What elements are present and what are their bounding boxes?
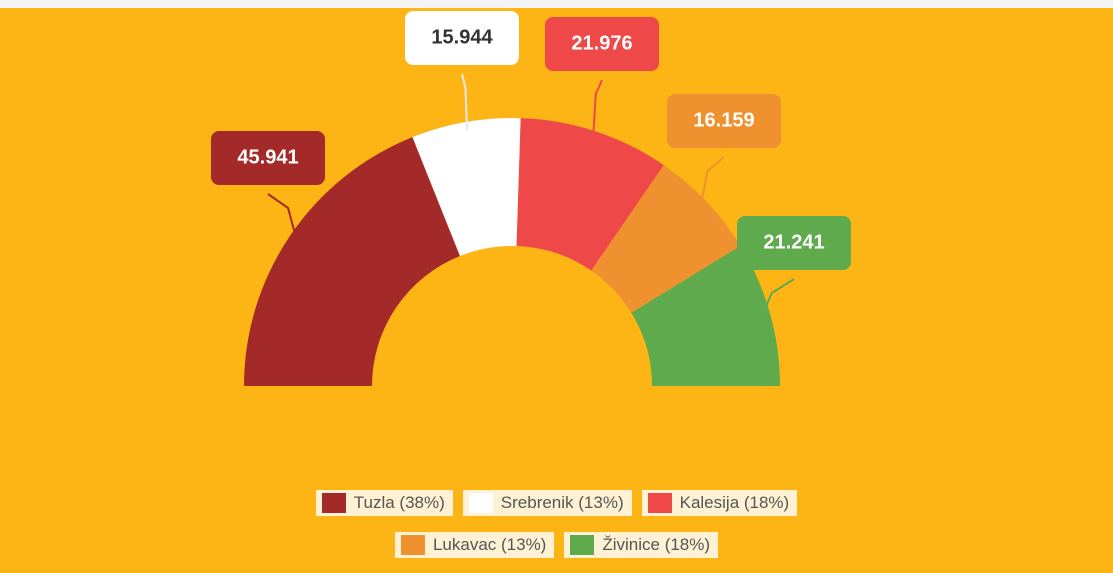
legend-label: Lukavac (13%): [432, 535, 547, 554]
label-box: [405, 11, 519, 65]
legend-item[interactable]: Živinice (18%): [564, 532, 719, 558]
data-label: 15.944: [431, 26, 493, 48]
legend-swatch: [570, 535, 595, 555]
slice: [631, 245, 780, 386]
slice: [591, 165, 741, 313]
legend-swatch: [468, 493, 493, 513]
legend-swatch: [647, 493, 672, 513]
connector: [461, 73, 468, 130]
data-label: 16.159: [693, 109, 754, 131]
legend-item[interactable]: Srebrenik (13%): [462, 490, 632, 516]
connector: [761, 278, 795, 316]
slice: [516, 118, 664, 271]
legend: Tuzla (38%) Srebrenik (13%) Kalesija (18%)…: [150, 490, 963, 558]
label-box: [737, 216, 851, 270]
label-box: [545, 17, 659, 71]
data-label: 21.241: [763, 231, 824, 253]
legend-label: Tuzla (38%): [353, 493, 445, 512]
legend-item[interactable]: Kalesija (18%): [641, 490, 798, 516]
connector: [699, 156, 725, 208]
slice: [244, 137, 460, 386]
label-box: [211, 131, 325, 185]
slice: [412, 117, 521, 257]
connector: [267, 193, 298, 241]
connector: [592, 79, 603, 140]
legend-swatch: [400, 535, 425, 555]
legend-swatch: [321, 493, 346, 513]
label-box: [667, 94, 781, 148]
legend-label: Kalesija (18%): [679, 493, 790, 512]
legend-item[interactable]: Tuzla (38%): [315, 490, 453, 516]
data-label: 45.941: [237, 146, 298, 168]
legend-label: Živinice (18%): [602, 535, 711, 554]
plot: 45.941 15.944 21.976 16.159 21.241: [211, 11, 851, 386]
legend-item[interactable]: Lukavac (13%): [394, 532, 555, 558]
legend-label: Srebrenik (13%): [500, 493, 624, 512]
data-label: 21.976: [571, 32, 632, 54]
